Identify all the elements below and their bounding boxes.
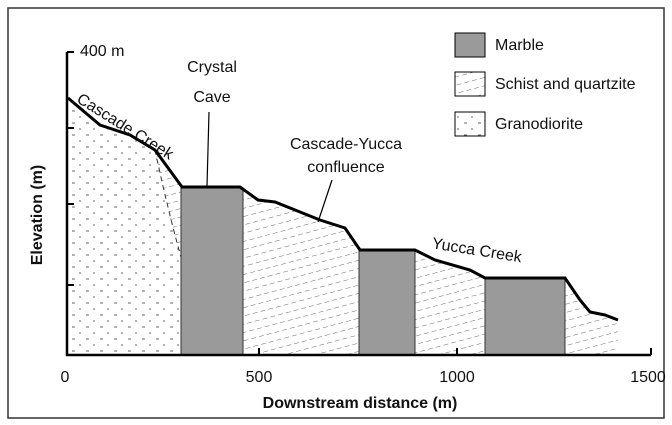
legend-swatch — [455, 33, 485, 57]
marble-block — [359, 250, 415, 355]
marble-block — [485, 278, 565, 355]
y-axis-label: Elevation (m) — [29, 165, 46, 265]
x-tick-label: 1500 — [630, 369, 666, 386]
legend-label: Schist and quartzite — [495, 76, 636, 93]
annotation: Cascade-Yucca — [290, 136, 402, 153]
legend-label: Marble — [495, 37, 544, 54]
marble-block — [181, 188, 243, 355]
legend-label: Granodiorite — [495, 116, 583, 133]
legend-swatch — [455, 112, 485, 136]
legend-swatch — [455, 72, 485, 96]
x-tick-label: 1000 — [439, 369, 475, 386]
annotation: confluence — [307, 159, 384, 176]
leader-line — [207, 112, 209, 186]
annotation: Cave — [193, 89, 230, 106]
x-axis-label: Downstream distance (m) — [263, 395, 458, 412]
y-top-label: 400 m — [80, 43, 124, 60]
annotation: Crystal — [187, 59, 237, 76]
diagram: 400 m 0 500 1000 1500 Downstream distanc… — [0, 0, 672, 425]
leader-line — [318, 180, 332, 222]
x-tick-label: 0 — [61, 369, 70, 386]
x-tick-label: 500 — [246, 369, 273, 386]
